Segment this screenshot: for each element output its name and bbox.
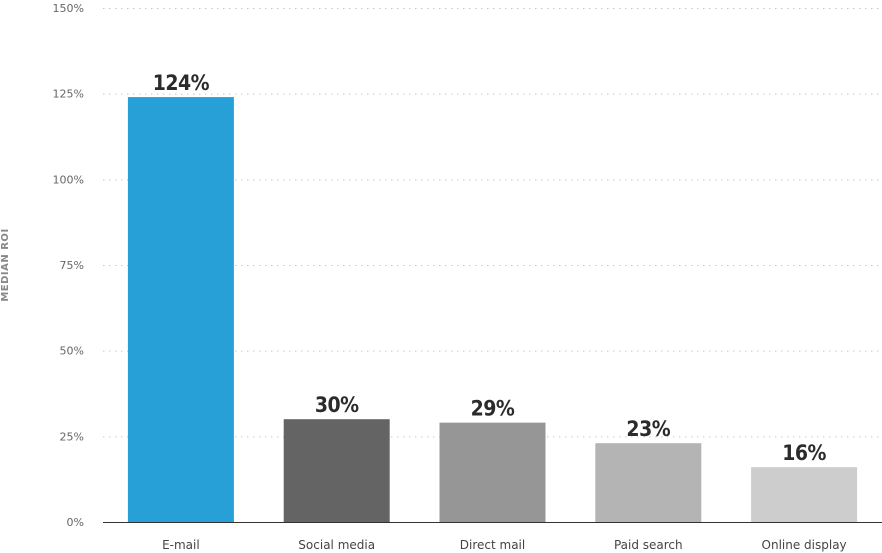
bars [127,97,858,523]
bar [439,422,546,522]
y-axis-title: MEDIAN ROI [0,228,11,301]
bar [283,419,390,522]
x-tick-label: Direct mail [460,538,525,552]
gridlines [103,8,882,438]
y-tick-label: 100% [53,173,84,186]
x-tick-label: Online display [762,538,847,552]
y-axis-ticks: 0% 25% 50% 75% 100% 125% 150% [53,2,84,529]
bar-value-label: 30% [315,393,359,417]
data-labels: 124% 30% 29% 23% 16% [153,71,827,465]
y-tick-label: 150% [53,2,84,15]
bar [751,467,858,522]
bar [127,97,234,523]
y-tick-label: 125% [53,88,84,101]
y-tick-label: 0% [67,516,84,529]
bar-value-label: 29% [471,397,515,421]
bar-value-label: 16% [782,441,826,465]
y-tick-label: 25% [60,430,84,443]
bar-value-label: 124% [153,71,210,95]
x-tick-label: Social media [298,538,375,552]
bar [595,443,702,522]
x-axis-labels: E-mail Social media Direct mail Paid search… [162,538,847,552]
x-tick-label: Paid search [614,538,683,552]
bar-value-label: 23% [626,417,670,441]
y-tick-label: 75% [60,259,84,272]
y-tick-label: 50% [60,345,84,358]
x-tick-label: E-mail [162,538,200,552]
